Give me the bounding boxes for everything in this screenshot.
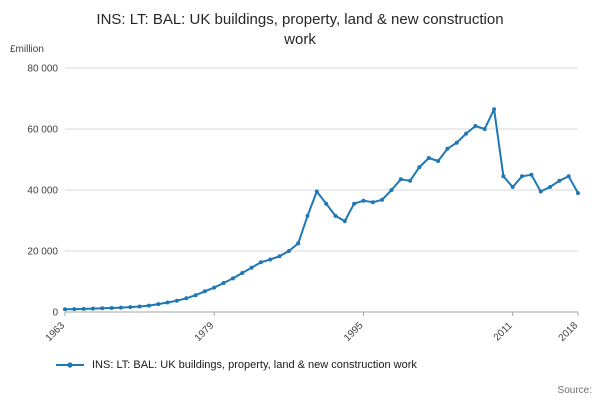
data-point <box>63 307 67 312</box>
data-point <box>212 285 217 290</box>
y-tick-label: 20 000 <box>27 247 58 258</box>
data-point <box>380 197 385 202</box>
y-tick-label: 40 000 <box>27 186 58 197</box>
data-point <box>324 201 329 206</box>
data-point <box>333 213 338 218</box>
data-point <box>221 281 226 285</box>
data-point <box>482 127 487 131</box>
x-tick-label: 1979 <box>193 320 217 344</box>
data-point <box>576 191 580 196</box>
data-point <box>538 189 543 194</box>
data-point <box>258 260 263 265</box>
data-point <box>389 188 394 192</box>
data-point <box>72 307 77 312</box>
data-point <box>548 185 552 189</box>
legend-label: INS: LT: BAL: UK buildings, property, la… <box>92 359 417 371</box>
data-point <box>464 131 469 136</box>
data-point <box>230 276 235 281</box>
data-point <box>286 249 291 253</box>
data-point <box>529 172 534 177</box>
data-point <box>370 200 375 205</box>
data-point <box>137 304 142 309</box>
data-point <box>417 165 422 170</box>
x-tick-label: 1995 <box>342 320 366 344</box>
data-point <box>352 201 357 206</box>
data-point <box>249 265 254 270</box>
data-point <box>277 254 282 259</box>
data-point <box>520 174 524 179</box>
data-point <box>342 219 347 224</box>
data-point <box>81 306 86 311</box>
legend: INS: LT: BAL: UK buildings, property, la… <box>55 359 417 371</box>
y-axis-unit-label: £million <box>10 44 44 55</box>
gridlines <box>65 67 578 313</box>
x-tick-labels: 1963 1979 1995 2011 2018 <box>44 312 581 344</box>
data-point <box>156 302 161 307</box>
data-point <box>193 293 198 298</box>
data-point <box>501 174 506 179</box>
data-point <box>240 271 245 275</box>
x-tick-label: 1963 <box>44 320 68 344</box>
data-point <box>100 306 105 311</box>
data-point <box>557 178 562 183</box>
data-point <box>91 306 95 311</box>
data-point <box>473 124 478 128</box>
series-markers <box>63 107 580 312</box>
data-point <box>296 241 301 246</box>
data-point <box>165 300 170 305</box>
source-label: Source: <box>557 385 592 396</box>
data-point <box>436 159 441 163</box>
data-point <box>454 140 459 145</box>
x-tick-label: 2018 <box>557 320 581 344</box>
data-point <box>174 298 179 303</box>
data-point <box>492 107 497 112</box>
legend-line-marker <box>56 362 84 368</box>
data-point <box>426 156 431 160</box>
data-point <box>445 146 450 151</box>
data-point <box>146 303 151 308</box>
line-chart-plot: 0 20 000 40 000 60 000 80 000 1963 1979 1995 201… <box>27 64 581 344</box>
data-point <box>119 305 123 310</box>
data-point <box>202 289 207 294</box>
data-point <box>510 185 515 189</box>
y-tick-label: 60 000 <box>27 125 58 136</box>
data-point <box>268 257 273 262</box>
series-line <box>64 108 579 311</box>
data-point <box>398 177 403 182</box>
y-tick-label: 80 000 <box>27 64 58 75</box>
data-point <box>305 213 310 218</box>
data-point <box>128 305 133 310</box>
data-point <box>566 174 571 179</box>
data-point <box>314 189 319 194</box>
data-point <box>184 296 189 301</box>
y-tick-label: 0 <box>52 308 58 319</box>
data-point <box>408 178 413 183</box>
x-tick-label: 2011 <box>492 320 515 343</box>
data-point <box>109 306 114 310</box>
data-point <box>361 198 366 203</box>
y-tick-labels: 0 20 000 40 000 60 000 80 000 <box>27 64 58 319</box>
chart-title: INS: LT: BAL: UK buildings, property, la… <box>96 11 504 49</box>
